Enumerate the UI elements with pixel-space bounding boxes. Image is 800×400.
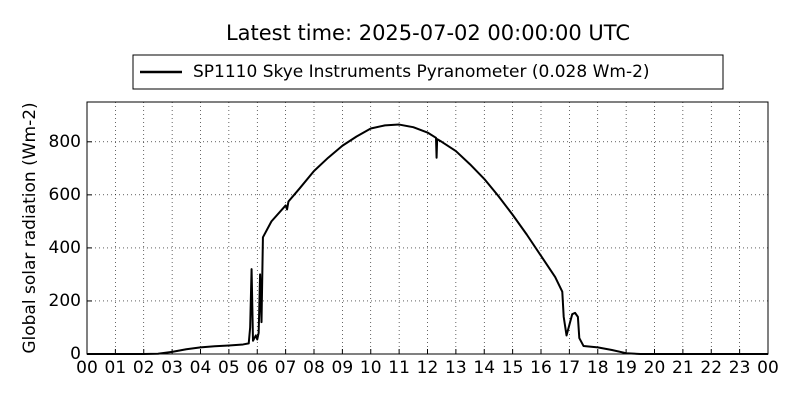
x-tick-label: 23 <box>729 358 751 378</box>
x-tick-label: 16 <box>530 358 552 378</box>
y-tick-label: 600 <box>49 185 81 205</box>
y-tick-label: 400 <box>49 238 81 258</box>
x-tick-label: 13 <box>445 358 467 378</box>
y-tick-label: 200 <box>49 291 81 311</box>
x-tick-label: 09 <box>332 358 354 378</box>
x-tick-label: 19 <box>615 358 637 378</box>
chart-title: Latest time: 2025-07-02 00:00:00 UTC <box>226 21 630 45</box>
x-tick-label: 12 <box>417 358 439 378</box>
y-axis-label: Global solar radiation (Wm-2) <box>20 102 40 353</box>
x-tick-label: 02 <box>133 358 155 378</box>
x-tick-label: 18 <box>587 358 609 378</box>
x-tick-label: 00 <box>757 358 779 378</box>
x-tick-label: 08 <box>303 358 325 378</box>
data-line <box>87 123 768 355</box>
x-tick-label: 11 <box>388 358 410 378</box>
x-tick-label: 01 <box>105 358 127 378</box>
x-tick-label: 21 <box>672 358 694 378</box>
x-tick-label: 06 <box>246 358 268 378</box>
x-tick-label: 14 <box>473 358 495 378</box>
x-tick-label: 04 <box>190 358 212 378</box>
x-tick-label: 15 <box>502 358 524 378</box>
x-tick-label: 03 <box>161 358 183 378</box>
x-tick-label: 17 <box>559 358 581 378</box>
plot-frame <box>86 101 769 355</box>
x-tick-label: 05 <box>218 358 240 378</box>
legend-box <box>132 54 724 90</box>
y-tick-label: 800 <box>49 132 81 152</box>
x-tick-label: 10 <box>360 358 382 378</box>
x-tick-label: 07 <box>275 358 297 378</box>
x-tick-label: 22 <box>700 358 722 378</box>
legend-label: SP1110 Skye Instruments Pyranometer (0.0… <box>193 62 650 82</box>
x-tick-label: 20 <box>644 358 666 378</box>
x-tick-label: 00 <box>76 358 98 378</box>
y-tick-label: 0 <box>70 344 81 364</box>
